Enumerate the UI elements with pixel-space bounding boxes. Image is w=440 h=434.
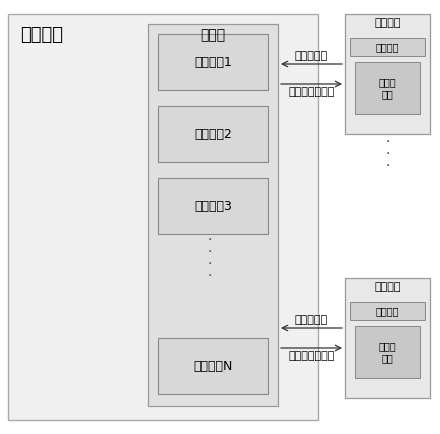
Text: 登录软件: 登录软件 <box>376 306 399 316</box>
Text: ·: · <box>208 257 212 271</box>
Text: 验证、返回数据: 验证、返回数据 <box>288 351 335 361</box>
Text: 虚拟机: 虚拟机 <box>201 28 226 42</box>
Text: ·: · <box>386 159 390 173</box>
Text: 云服务器: 云服务器 <box>20 26 63 44</box>
Bar <box>355 326 420 378</box>
Text: ·: · <box>386 147 390 161</box>
Bar <box>345 14 430 134</box>
Text: 操作系统2: 操作系统2 <box>194 128 232 141</box>
Text: ·: · <box>208 245 212 259</box>
Bar <box>8 14 318 420</box>
Text: 用户终端: 用户终端 <box>374 18 401 28</box>
Bar <box>350 38 425 56</box>
Text: 登录软件: 登录软件 <box>376 42 399 52</box>
Text: 用户终端: 用户终端 <box>374 282 401 292</box>
Text: 连接、登录: 连接、登录 <box>295 51 328 61</box>
Text: ·: · <box>208 233 212 247</box>
Bar <box>148 24 278 406</box>
Text: 虚拟机
界面: 虚拟机 界面 <box>379 341 396 363</box>
Text: ·: · <box>208 269 212 283</box>
Bar <box>355 62 420 114</box>
Bar <box>158 338 268 394</box>
Bar <box>158 34 268 90</box>
Text: 操作系统3: 操作系统3 <box>194 200 232 213</box>
Bar <box>158 178 268 234</box>
Text: 虚拟机
界面: 虚拟机 界面 <box>379 77 396 99</box>
Text: 操作系统N: 操作系统N <box>193 359 233 372</box>
Bar <box>158 106 268 162</box>
Bar <box>350 302 425 320</box>
Text: 连接、登录: 连接、登录 <box>295 315 328 325</box>
Bar <box>345 278 430 398</box>
Text: 操作系统1: 操作系统1 <box>194 56 232 69</box>
Text: ·: · <box>386 135 390 149</box>
Text: 验证、返回数据: 验证、返回数据 <box>288 87 335 97</box>
